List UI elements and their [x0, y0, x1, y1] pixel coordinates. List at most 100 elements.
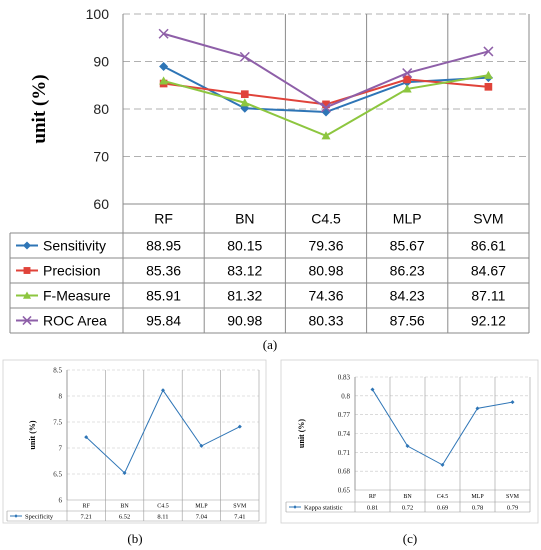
chart-b-frame: [2, 359, 267, 524]
series-sensitivity: Sensitivity 88.95 80.15 79.36 85.67 86.61: [16, 61, 506, 254]
data-label: 88.95: [146, 238, 181, 254]
y-tick-label: 0.74: [338, 430, 351, 438]
x-category-label: BN: [235, 210, 254, 226]
data-label: 0.81: [367, 504, 378, 511]
data-point: [239, 51, 250, 62]
x-category-label: C4.5: [157, 504, 169, 510]
data-label: 85.67: [390, 238, 425, 254]
data-point: [440, 462, 445, 467]
chart-c: 0.65 0.68 0.71 0.74 0.77 0.8 0.83 unit (%) RF BN C…: [285, 373, 531, 513]
y-axis-label: unit (%): [29, 74, 50, 143]
data-point: [405, 444, 410, 449]
data-point-stroke-2: [483, 46, 494, 57]
legend-entry: Specificity: [25, 513, 54, 520]
y-tick-label: 70: [93, 148, 109, 164]
legend-swatch-marker: [14, 514, 18, 518]
data-point: [510, 400, 515, 405]
data-label: 84.67: [471, 263, 506, 279]
x-category-label: RF: [369, 494, 377, 500]
data-point: [484, 82, 493, 91]
data-label: 79.36: [308, 238, 343, 254]
series-kappa-statistic: Kappa statistic 0.81 0.72 0.69 0.78 0.79: [289, 387, 518, 511]
legend-swatch-marker: [22, 315, 32, 326]
data-label: 0.78: [472, 504, 483, 511]
data-point: [321, 131, 331, 140]
data-point-stroke-2: [239, 51, 250, 62]
y-tick-label: 0.65: [338, 486, 351, 494]
data-label: 87.56: [390, 313, 425, 329]
data-label: 0.69: [437, 504, 448, 511]
x-category-label: MLP: [393, 210, 422, 226]
data-label: 0.79: [507, 504, 518, 511]
legend-swatch-marker: [23, 267, 31, 274]
data-point: [240, 90, 249, 99]
legend-entry: Precision: [43, 263, 101, 279]
panel-label-b: (b): [127, 531, 142, 546]
data-point-stroke-2: [320, 102, 332, 113]
data-point: [159, 76, 169, 85]
x-category-label: MLP: [195, 504, 208, 510]
data-point: [240, 98, 250, 107]
data-label: 7.41: [234, 513, 245, 520]
y-tick-label: 7.5: [53, 418, 62, 426]
data-label: 7.04: [196, 513, 208, 520]
data-point: [403, 75, 412, 84]
legend-entry: F-Measure: [43, 288, 111, 304]
data-point: [402, 68, 413, 79]
x-category-label: SVM: [506, 494, 520, 500]
panel-label-a: (a): [263, 337, 277, 352]
y-tick-label: 60: [93, 196, 109, 212]
x-category-label: BN: [403, 494, 412, 500]
data-point-stroke-2: [158, 28, 169, 39]
y-axis-label: unit (%): [297, 419, 306, 448]
data-point: [161, 388, 165, 393]
y-tick-label: 0.71: [338, 449, 351, 457]
y-tick-label: 8: [59, 392, 63, 400]
legend-swatch-marker: [293, 505, 297, 509]
data-label: 81.32: [227, 288, 262, 304]
y-tick-label: 7: [59, 444, 63, 452]
y-tick-label: 90: [93, 53, 109, 69]
data-point: [370, 387, 375, 392]
data-label: 84.23: [390, 288, 425, 304]
x-category-label: C4.5: [437, 494, 449, 500]
y-axis-label: unit (%): [28, 420, 37, 449]
data-label: 95.84: [146, 313, 181, 329]
legend-swatch-marker-stroke-2: [22, 315, 32, 326]
x-category-label: RF: [83, 504, 91, 510]
data-label: 0.72: [402, 504, 413, 511]
data-label: 80.15: [227, 238, 262, 254]
y-tick-label: 100: [86, 6, 110, 22]
legend-swatch-marker: [22, 241, 32, 250]
data-point: [475, 406, 480, 411]
data-point: [159, 61, 169, 71]
data-point: [320, 102, 332, 113]
y-tick-label: 6: [59, 496, 63, 504]
data-label: 8.11: [157, 513, 168, 520]
series-line: [372, 389, 513, 466]
chart-c-frame: [280, 359, 539, 524]
series-precision: Precision 85.36 83.12 80.98 86.23 84.67: [16, 75, 506, 279]
y-tick-label: 0.83: [338, 373, 351, 381]
data-point: [402, 84, 412, 93]
data-label: 90.98: [227, 313, 262, 329]
data-point: [322, 100, 330, 109]
y-tick-label: 0.77: [338, 411, 351, 419]
legend-swatch-marker: [22, 291, 32, 299]
y-tick-label: 6.5: [53, 470, 62, 478]
data-point: [158, 28, 169, 39]
data-label: 83.12: [227, 263, 262, 279]
x-category-label: SVM: [473, 210, 503, 226]
data-label: 85.91: [146, 288, 181, 304]
y-tick-label: 0.8: [341, 392, 350, 400]
data-point-stroke-2: [402, 68, 413, 79]
data-label: 86.23: [390, 263, 425, 279]
data-label: 74.36: [308, 288, 343, 304]
data-point: [122, 470, 127, 475]
data-label: 80.98: [308, 263, 343, 279]
data-label: 80.33: [308, 313, 343, 329]
data-point: [199, 443, 204, 448]
